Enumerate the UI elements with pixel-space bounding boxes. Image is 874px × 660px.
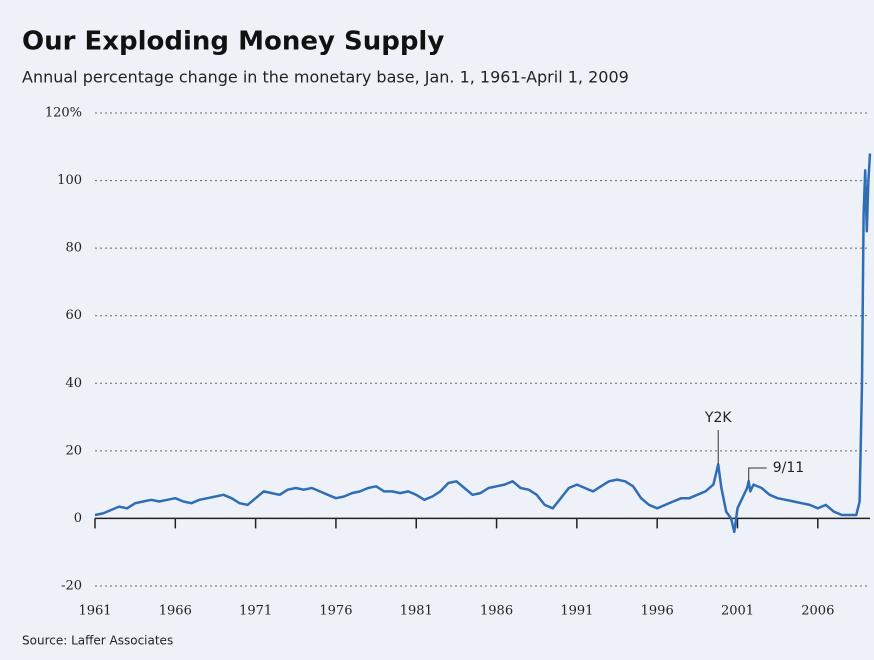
x-tick-label: 1996 bbox=[641, 604, 674, 619]
x-tick-label: 2006 bbox=[801, 604, 834, 619]
x-tick-label: 1961 bbox=[78, 604, 111, 619]
y-tick-label: 60 bbox=[65, 308, 82, 323]
x-tick-label: 1966 bbox=[159, 604, 192, 619]
x-tick-label: 1976 bbox=[319, 604, 352, 619]
y-tick-label: 120% bbox=[45, 106, 82, 121]
annotation-leader bbox=[748, 467, 767, 482]
y-tick-label: 80 bbox=[65, 241, 82, 256]
y-tick-label: 40 bbox=[65, 376, 82, 391]
y-tick-label: 20 bbox=[65, 443, 82, 458]
chart-title: Our Exploding Money Supply bbox=[22, 27, 444, 57]
data-line bbox=[94, 153, 872, 534]
x-tick-label: 1981 bbox=[400, 604, 433, 619]
y-tick-label: 100 bbox=[57, 173, 82, 188]
x-tick-label: 1986 bbox=[480, 604, 513, 619]
y-tick-label: 0 bbox=[74, 511, 82, 526]
annotation: Y2K bbox=[704, 410, 732, 426]
y-tick-label: -20 bbox=[61, 579, 82, 594]
x-tick-label: 2001 bbox=[721, 604, 754, 619]
annotation: 9/11 bbox=[773, 460, 804, 476]
x-tick-label: 1991 bbox=[560, 604, 593, 619]
x-tick-label: 1971 bbox=[239, 604, 272, 619]
source: Source: Laffer Associates bbox=[22, 634, 173, 648]
chart-subtitle: Annual percentage change in the monetary… bbox=[22, 68, 629, 87]
